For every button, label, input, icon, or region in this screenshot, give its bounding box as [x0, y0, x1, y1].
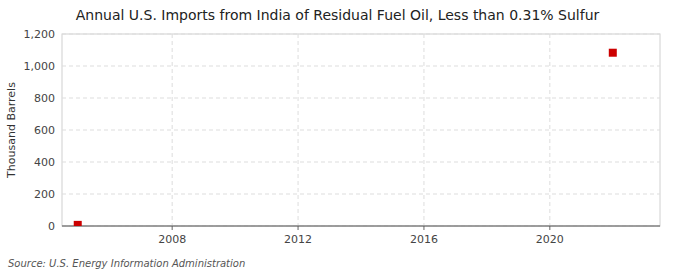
x-grid-line: [423, 34, 424, 226]
y-tick-label: 1,000: [24, 60, 56, 73]
x-tick-mark: [423, 226, 424, 230]
y-grid-line: [62, 130, 660, 131]
y-tick-label: 1,200: [24, 28, 56, 41]
x-tick-mark: [172, 226, 173, 230]
data-point: [74, 221, 82, 226]
chart-title: Annual U.S. Imports from India of Residu…: [76, 7, 600, 23]
chart-container: 0 200 400 600 800 1,000 1,200 2008 2012 2016 2020 A…: [0, 0, 675, 275]
x-tick-label: 2020: [536, 233, 564, 246]
y-grid-line: [62, 194, 660, 195]
axes: 0 200 400 600 800 1,000 1,200 2008 2012 2016 2020: [24, 28, 661, 246]
y-axis-label: Thousand Barrels: [5, 82, 18, 179]
x-tick-mark: [298, 226, 299, 230]
x-tick-mark: [549, 226, 550, 230]
x-grid-line: [172, 34, 173, 226]
y-tick-label: 0: [48, 220, 55, 233]
source-note: Source: U.S. Energy Information Administ…: [8, 258, 245, 269]
x-grid-line: [549, 34, 550, 226]
y-tick-label: 800: [34, 92, 55, 105]
y-tick-label: 600: [34, 124, 55, 137]
points: [74, 49, 617, 226]
y-grid-line: [62, 162, 660, 163]
x-grid-line: [298, 34, 299, 226]
grid: [62, 34, 660, 226]
y-tick-label: 400: [34, 156, 55, 169]
x-axis-line: [62, 226, 660, 227]
x-tick-label: 2012: [284, 233, 312, 246]
data-point: [609, 49, 617, 57]
x-tick-label: 2008: [158, 233, 186, 246]
y-grid-line: [62, 98, 660, 99]
plot-frame: [62, 34, 660, 226]
y-grid-line: [62, 226, 660, 227]
y-grid-line: [62, 34, 660, 35]
y-grid-line: [62, 66, 660, 67]
y-tick-label: 200: [34, 188, 55, 201]
chart-svg: 0 200 400 600 800 1,000 1,200 2008 2012 2016 2020 A…: [0, 0, 675, 275]
x-tick-label: 2016: [410, 233, 438, 246]
